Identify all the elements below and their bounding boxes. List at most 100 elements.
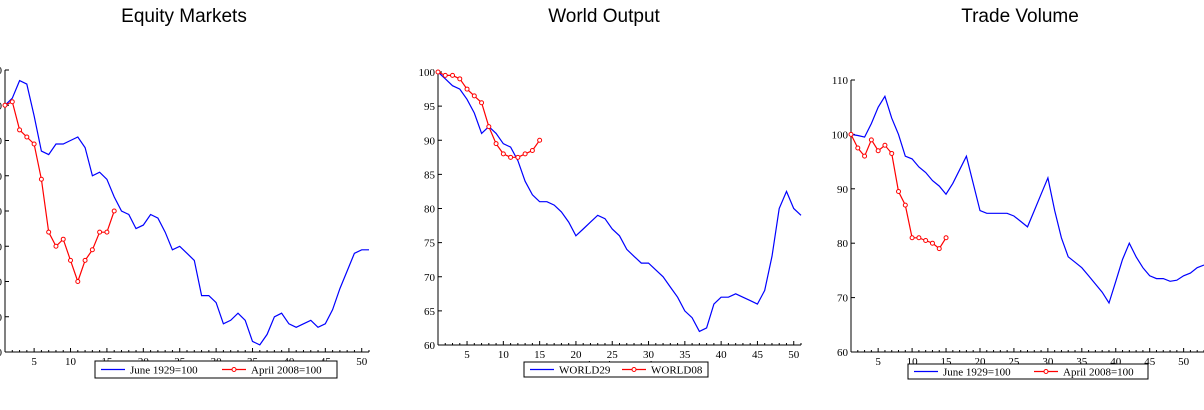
data-point bbox=[855, 145, 861, 151]
data-point bbox=[457, 76, 463, 82]
data-point bbox=[111, 208, 117, 214]
x-tick-label: 45 bbox=[1144, 356, 1156, 368]
legend-box bbox=[523, 361, 709, 378]
y-tick-label: 110 bbox=[0, 65, 2, 77]
data-point bbox=[53, 243, 59, 249]
y-tick-label: 60 bbox=[0, 241, 3, 253]
x-axis-label: Months since peak bbox=[972, 367, 1064, 379]
chart-title-trade-volume: Trade Volume bbox=[961, 6, 1079, 27]
y-tick-label: 110 bbox=[832, 75, 849, 87]
y-tick-label: 70 bbox=[837, 293, 849, 305]
legend-entry: WORLD29 bbox=[559, 365, 611, 377]
series-line-1 bbox=[850, 134, 947, 250]
y-tick-label: 85 bbox=[424, 169, 436, 181]
legend-marker bbox=[1043, 369, 1049, 374]
y-tick-label: 90 bbox=[0, 136, 3, 148]
legend-box bbox=[907, 363, 1149, 380]
data-point bbox=[24, 134, 30, 140]
legend-box bbox=[94, 360, 338, 379]
series-line-1 bbox=[4, 100, 115, 284]
x-tick-label: 10 bbox=[498, 349, 510, 361]
data-point bbox=[9, 99, 15, 105]
legend-entry: June 1929=100 bbox=[943, 367, 1011, 379]
data-point bbox=[486, 124, 492, 130]
data-point bbox=[68, 257, 74, 263]
data-point bbox=[38, 176, 44, 182]
legend: June 1929=100 April 2008=100 bbox=[94, 360, 338, 379]
data-point bbox=[31, 141, 37, 147]
data-point bbox=[882, 142, 888, 148]
x-tick-label: 15 bbox=[534, 349, 546, 361]
x-tick-label: 10 bbox=[907, 356, 919, 368]
data-point bbox=[537, 137, 543, 143]
data-point bbox=[529, 147, 535, 153]
x-tick-label: 40 bbox=[1110, 356, 1122, 368]
x-tick-label: 20 bbox=[138, 356, 150, 368]
data-point bbox=[848, 131, 854, 137]
data-point bbox=[450, 72, 456, 78]
data-point bbox=[929, 240, 935, 246]
x-tick-label: 20 bbox=[974, 356, 986, 368]
y-tick-label: 50 bbox=[0, 277, 3, 289]
data-point bbox=[75, 279, 81, 284]
y-tick-label: 70 bbox=[424, 272, 436, 284]
data-point bbox=[868, 137, 874, 143]
y-tick-label: 100 bbox=[0, 100, 3, 112]
data-point bbox=[60, 236, 66, 242]
x-tick-label: 45 bbox=[752, 349, 764, 361]
y-tick-label: 80 bbox=[837, 238, 849, 250]
y-tick-label: 40 bbox=[0, 312, 3, 324]
y-tick-label: 60 bbox=[424, 340, 436, 352]
y-tick-label: 70 bbox=[0, 206, 3, 218]
x-tick-label: 25 bbox=[607, 349, 619, 361]
data-point bbox=[902, 202, 908, 208]
x-axis-label: Months since peak bbox=[131, 367, 223, 379]
series-line-0 bbox=[4, 79, 369, 346]
legend: June 1929=100 April 2008=100 bbox=[907, 363, 1149, 380]
data-point bbox=[46, 229, 52, 235]
series-line-0 bbox=[437, 71, 802, 333]
data-point bbox=[493, 141, 499, 147]
y-tick-label: 80 bbox=[424, 204, 436, 216]
chart-panel-1: 60 65 70 75 80 85 90 95 100 5 10 15 20 25 30 35 40 45 50 Mo… bbox=[419, 67, 802, 378]
y-tick-label: 90 bbox=[837, 184, 849, 196]
series-line-0 bbox=[850, 94, 1204, 305]
x-tick-label: 25 bbox=[1008, 356, 1020, 368]
x-tick-label: 40 bbox=[283, 356, 295, 368]
data-point bbox=[97, 229, 103, 235]
data-point bbox=[435, 69, 441, 75]
x-tick-label: 25 bbox=[174, 356, 186, 368]
y-tick-label: 60 bbox=[837, 347, 849, 359]
data-point bbox=[875, 148, 881, 154]
data-point bbox=[862, 153, 868, 159]
y-tick-label: 100 bbox=[832, 129, 849, 141]
legend-entry: April 2008=100 bbox=[1063, 367, 1134, 379]
legend-entry: June 1929=100 bbox=[130, 365, 198, 377]
x-tick-label: 20 bbox=[570, 349, 582, 361]
x-tick-label: 5 bbox=[875, 356, 881, 368]
data-point bbox=[89, 247, 95, 253]
chart-title-equity: Equity Markets bbox=[121, 6, 247, 27]
data-point bbox=[464, 86, 470, 92]
y-tick-label: 95 bbox=[424, 101, 436, 113]
legend-marker bbox=[631, 367, 637, 372]
data-point bbox=[896, 189, 902, 195]
x-tick-label: 50 bbox=[1178, 356, 1190, 368]
x-tick-label: 35 bbox=[679, 349, 691, 361]
chart-panel-2: 60 70 80 90 100 110 5 10 15 20 25 30 35 40 45 50 Months … bbox=[832, 75, 1204, 380]
x-tick-label: 30 bbox=[643, 349, 655, 361]
y-tick-label: 30 bbox=[0, 347, 3, 359]
data-point bbox=[936, 246, 942, 252]
x-tick-label: 35 bbox=[247, 356, 259, 368]
data-point bbox=[500, 151, 506, 157]
data-point bbox=[479, 100, 485, 106]
x-tick-label: 30 bbox=[211, 356, 223, 368]
x-tick-label: 50 bbox=[788, 349, 800, 361]
y-tick-label: 75 bbox=[424, 238, 436, 250]
data-point bbox=[522, 151, 528, 157]
x-tick-label: 45 bbox=[320, 356, 332, 368]
legend-marker bbox=[231, 367, 237, 372]
data-point bbox=[104, 229, 110, 235]
data-point bbox=[442, 72, 448, 78]
